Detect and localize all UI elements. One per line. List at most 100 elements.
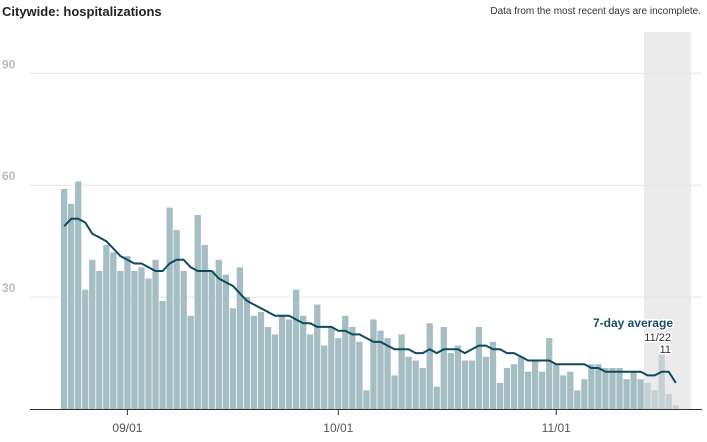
bar bbox=[117, 270, 124, 409]
bar bbox=[328, 326, 335, 409]
highlight-value: 11 bbox=[660, 344, 671, 356]
highlight-date: 11/22 bbox=[644, 332, 671, 344]
bar bbox=[307, 334, 314, 409]
bar bbox=[475, 326, 483, 409]
bar bbox=[145, 278, 152, 409]
bar bbox=[447, 353, 454, 409]
bar bbox=[461, 360, 469, 409]
bar bbox=[321, 345, 328, 409]
bar bbox=[433, 386, 440, 409]
x-tick-label-11/01: 11/01 bbox=[542, 421, 571, 435]
bar bbox=[602, 367, 609, 409]
bar bbox=[370, 319, 377, 409]
bar bbox=[61, 188, 68, 409]
bar bbox=[243, 297, 251, 409]
bar bbox=[524, 371, 532, 409]
bar bbox=[567, 371, 574, 409]
bar bbox=[405, 356, 412, 409]
bar bbox=[637, 379, 644, 409]
bar bbox=[222, 274, 229, 409]
bar bbox=[292, 289, 300, 409]
bar bbox=[124, 256, 131, 409]
bar bbox=[96, 270, 103, 409]
bar bbox=[454, 345, 461, 409]
bar bbox=[75, 181, 82, 409]
average-line-group bbox=[63, 217, 677, 384]
incomplete-data-shade bbox=[643, 32, 691, 409]
bar bbox=[342, 315, 349, 409]
bar bbox=[546, 338, 553, 409]
bar bbox=[440, 326, 447, 409]
bar bbox=[398, 334, 405, 409]
bar bbox=[138, 267, 145, 409]
bar bbox=[553, 364, 560, 409]
bar bbox=[363, 390, 370, 409]
bar bbox=[250, 315, 258, 409]
x-tick-label-10/01: 10/01 bbox=[323, 421, 353, 435]
bar bbox=[412, 360, 419, 409]
bar bbox=[560, 375, 567, 409]
bar bbox=[595, 364, 602, 409]
bar bbox=[82, 289, 89, 409]
bar bbox=[510, 364, 518, 409]
bar bbox=[271, 334, 279, 409]
bar bbox=[173, 229, 180, 409]
bar bbox=[152, 259, 159, 409]
bars-group bbox=[61, 181, 679, 409]
bar bbox=[630, 371, 637, 409]
incomplete-data-note: Data from the most recent days are incom… bbox=[490, 6, 701, 17]
axis-group: 09/01 10/01 11/01 bbox=[30, 409, 702, 435]
bar bbox=[581, 379, 588, 409]
bar bbox=[314, 304, 321, 409]
bar bbox=[180, 270, 187, 409]
bar bbox=[300, 315, 307, 409]
y-tick-label-30: 30 bbox=[2, 281, 16, 295]
bar bbox=[159, 300, 166, 409]
bar bbox=[377, 330, 384, 409]
bar bbox=[89, 259, 96, 409]
bar bbox=[384, 338, 391, 409]
bar bbox=[616, 367, 623, 409]
bar bbox=[391, 375, 398, 409]
bar bbox=[335, 338, 342, 409]
bar bbox=[651, 390, 658, 409]
bar bbox=[539, 371, 546, 409]
bar bbox=[658, 353, 665, 409]
bar bbox=[672, 405, 679, 409]
x-tick-label-09/01: 09/01 bbox=[112, 421, 142, 435]
bar bbox=[623, 379, 630, 409]
bar bbox=[208, 270, 215, 409]
bar bbox=[103, 244, 110, 409]
bar bbox=[285, 319, 293, 409]
bar bbox=[278, 315, 286, 409]
bar bbox=[236, 267, 244, 409]
bar bbox=[166, 207, 173, 409]
bar bbox=[110, 252, 117, 409]
bar bbox=[257, 312, 265, 409]
bar bbox=[68, 203, 75, 409]
bar bbox=[201, 244, 208, 409]
bar bbox=[532, 360, 539, 409]
bar bbox=[215, 259, 222, 409]
seven-day-average-line bbox=[63, 217, 677, 384]
bar bbox=[665, 394, 672, 409]
bar bbox=[496, 382, 504, 409]
bar bbox=[588, 364, 595, 409]
bar bbox=[194, 215, 201, 409]
bar bbox=[574, 390, 581, 409]
bar bbox=[644, 382, 651, 409]
bar bbox=[229, 308, 237, 409]
bar bbox=[482, 356, 490, 409]
bar bbox=[419, 367, 426, 409]
incomplete-shade-group bbox=[643, 32, 691, 409]
bar bbox=[426, 323, 433, 409]
bar bbox=[356, 341, 363, 409]
bar bbox=[468, 360, 476, 409]
bar bbox=[517, 356, 525, 409]
chart-title: Citywide: hospitalizations bbox=[2, 4, 162, 19]
bar bbox=[264, 326, 272, 409]
bar bbox=[349, 326, 356, 409]
bar bbox=[489, 341, 497, 409]
